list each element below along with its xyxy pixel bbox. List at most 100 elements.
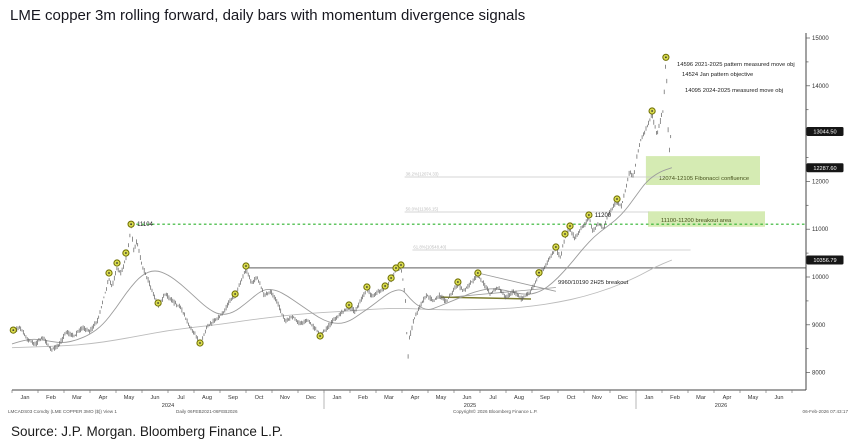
zone-box [645,156,760,185]
year-label: 2025 [464,403,476,409]
y-tick-label: 14000 [812,84,829,90]
footer-periodicity: Daily 06FEB2021-06FEB2026 [176,409,238,414]
divergence-marker-dot [569,225,571,227]
y-tick-label: 15000 [812,36,829,42]
month-label: Oct [567,395,576,401]
month-label: Feb [358,395,368,401]
month-label: Jul [177,395,184,401]
month-label: Oct [255,395,264,401]
month-label: May [748,395,759,401]
y-tick-label: 12000 [812,179,829,185]
y-tick-label: 9000 [812,323,826,329]
annotation-text: 14095 2024-2025 measured move obj [685,88,783,94]
divergence-marker-dot [395,267,397,269]
month-label: Sep [540,395,550,401]
year-label: 2024 [162,403,174,409]
month-label: Jan [332,395,341,401]
fib-label: 61.8%(10548.40) [413,245,447,250]
annotation-text: 14596 2021-2025 pattern measured move ob… [677,62,795,68]
slow-ma-line [11,259,673,349]
source-line: Source: J.P. Morgan. Bloomberg Finance L… [11,424,283,439]
divergence-marker-dot [366,286,368,288]
divergence-marker-dot [157,302,160,304]
fast-ma-line [11,167,673,345]
month-label: Sep [228,395,238,401]
zone-box [648,211,765,227]
price-level-label: 11200 [595,213,612,219]
price-level-label: 11104 [137,222,153,228]
month-label: Jun [774,395,783,401]
divergence-marker-dot [199,342,201,344]
chart-footer: LMCADS03 Comdty (LME COPPER 3MO ($)) Vie… [8,408,848,414]
axis-value-badges: 13044.50 12287.60 10356.79 [806,127,844,265]
divergence-marker-dot [651,110,653,112]
y-tick-label: 8000 [812,371,826,377]
x-axis: Jan Feb Mar Apr May Jun Jul Aug Sep Oct Nov Dec Jan F… [11,389,806,409]
month-label: Jan [644,395,653,401]
moving-averages [11,167,673,349]
month-label: Dec [306,395,316,401]
divergence-marker-dot [234,293,237,295]
footer-copyright: Copyright© 2026 Bloomberg Finance L.P. [453,408,538,414]
divergence-marker-dot [564,233,566,235]
divergence-marker-dot [125,252,127,254]
month-label: Nov [592,395,602,401]
month-label: Aug [514,395,524,401]
month-label: Jun [150,395,159,401]
month-label: Feb [46,395,56,401]
month-label: Apr [99,395,108,401]
divergence-marker-dot [588,214,590,216]
month-label: Jun [462,395,471,401]
trend-line [477,272,556,292]
annotation-text: 14524 Jan pattern objective [682,72,753,78]
divergence-markers: 11104 11200 [9,53,670,347]
divergence-marker-dot [400,264,402,266]
divergence-marker-dot [390,277,392,279]
footer-timestamp: 06-Feb-2026 07:43:17 [803,409,849,414]
annotations: 14596 2021-2025 pattern measured move ob… [558,62,795,286]
month-label: Feb [670,395,680,401]
year-label: 2026 [715,403,727,409]
month-label: May [436,395,447,401]
divergence-marker-dot [130,223,133,226]
y-tick-label: 10000 [812,275,829,281]
last-price-badge [806,255,844,265]
divergence-marker-dot [665,56,667,59]
month-label: Jan [20,395,29,401]
divergence-marker-dot [12,329,15,331]
last-price-badge-text: 12287.60 [813,166,836,172]
divergence-marker-dot [319,335,321,337]
annotation-text: 9960/10190 2H25 breakout [558,280,629,286]
divergence-marker-dot [348,304,350,306]
divergence-marker-dot [245,265,247,267]
month-label: Apr [723,395,732,401]
divergence-marker-dot [616,198,618,200]
divergence-marker-dot [555,246,557,248]
trend-lines [440,272,556,300]
divergence-marker-dot [384,285,386,287]
month-label: Apr [411,395,420,401]
target-zones: 12074-12105 Fibonacci confluence 11100-11… [645,156,765,227]
page-title: LME copper 3m rolling forward, daily bar… [10,7,526,24]
month-label: May [124,395,135,401]
zone-label: 11100-11200 breakout area [661,218,732,224]
last-price-badge-text: 10356.79 [813,258,836,264]
month-label: Mar [696,395,706,401]
y-tick-label: 11000 [812,227,829,233]
zone-label: 12074-12105 Fibonacci confluence [659,176,749,182]
last-price-badge [806,163,844,173]
y-axis: 80009000100001100012000130001400015000 [805,33,829,390]
divergence-marker-dot [116,262,118,264]
divergence-marker-dot [477,272,479,274]
fib-label: 38.2%(12074.33) [406,172,440,177]
fibonacci-lines: 38.2%(12074.33) 50.0%(11366.15) 61.8%(1054… [404,172,691,251]
trend-line [440,287,556,299]
month-label: Nov [280,395,290,401]
fib-label: 50.0%(11366.15) [406,207,439,212]
month-label: Dec [618,395,628,401]
divergence-marker-dot [538,271,540,274]
divergence-marker-dot [457,281,459,283]
last-price-badge [806,127,844,136]
footer-security: LMCADS03 Comdty (LME COPPER 3MO ($)) Vie… [8,409,117,414]
